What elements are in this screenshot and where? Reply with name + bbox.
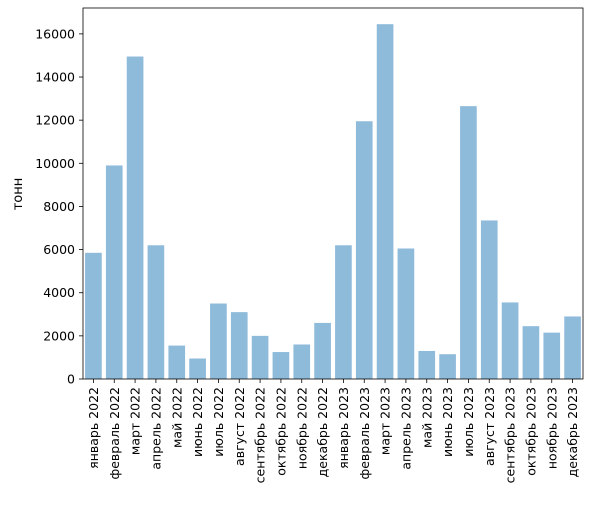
bar <box>460 106 477 379</box>
x-tick-label: июнь 2023 <box>440 387 455 457</box>
bar <box>85 252 102 379</box>
y-axis-label: тонн <box>11 178 26 211</box>
bar <box>230 312 248 379</box>
bar <box>314 322 331 379</box>
bar <box>564 316 581 379</box>
x-tick-label: январь 2023 <box>336 387 351 469</box>
y-tick-label: 8000 <box>43 199 75 214</box>
bar <box>147 245 165 379</box>
bar <box>397 248 415 379</box>
plot-frame <box>82 7 584 380</box>
x-tick-label: июнь 2022 <box>190 387 205 457</box>
x-tick-label: ноябрь 2022 <box>294 387 309 469</box>
x-tick-label: апрель 2022 <box>148 387 163 470</box>
y-tick-label: 0 <box>67 372 75 387</box>
bar <box>335 245 352 379</box>
x-tick-label: сентябрь 2022 <box>253 387 268 483</box>
x-tick-label: март 2022 <box>128 387 143 455</box>
y-tick-label: 12000 <box>35 113 75 128</box>
x-tick-label: октябрь 2023 <box>523 387 538 476</box>
x-tick-label: август 2023 <box>482 387 497 466</box>
y-tick-label: 14000 <box>35 70 75 85</box>
x-tick-label: май 2022 <box>169 387 184 448</box>
bar <box>126 56 144 379</box>
bar <box>439 354 456 379</box>
y-tick-label: 10000 <box>35 156 75 171</box>
bar <box>522 326 540 379</box>
bar <box>293 344 311 379</box>
x-tick-label: декабрь 2023 <box>565 387 580 477</box>
x-tick-label: июль 2022 <box>211 387 226 457</box>
bar <box>355 121 373 380</box>
bar <box>480 220 498 379</box>
bar <box>543 332 561 380</box>
x-tick-label: декабрь 2022 <box>315 387 330 477</box>
y-tick-label: 16000 <box>35 26 75 41</box>
x-tick-label: апрель 2023 <box>398 387 413 470</box>
x-tick-label: февраль 2023 <box>357 387 372 479</box>
bar <box>418 350 436 379</box>
x-tick-label: январь 2022 <box>86 387 101 469</box>
x-tick-label: июль 2023 <box>461 387 476 457</box>
bar <box>189 358 206 379</box>
bar <box>168 345 186 379</box>
x-tick-label: март 2023 <box>378 387 393 455</box>
x-tick-label: май 2023 <box>419 387 434 448</box>
x-tick-label: февраль 2022 <box>107 387 122 479</box>
y-tick-label: 4000 <box>43 285 75 300</box>
x-tick-label: август 2022 <box>232 387 247 466</box>
x-tick-label: сентябрь 2023 <box>503 387 518 483</box>
x-axis-ticks: январь 2022 февраль 2022 март 2022 апрель 2… <box>86 379 580 483</box>
bars-group <box>85 24 581 380</box>
x-tick-label: ноябрь 2023 <box>544 387 559 469</box>
bar <box>210 303 227 379</box>
bar <box>105 165 123 379</box>
bar <box>376 24 394 380</box>
y-axis-ticks: 0 2000 4000 6000 8000 10000 12000 14000 16000 <box>35 26 83 387</box>
x-tick-label: октябрь 2022 <box>273 387 288 476</box>
y-tick-label: 2000 <box>43 328 75 343</box>
y-tick-label: 6000 <box>43 242 75 257</box>
bar <box>251 335 269 379</box>
bar <box>272 352 290 379</box>
bar <box>501 302 519 379</box>
